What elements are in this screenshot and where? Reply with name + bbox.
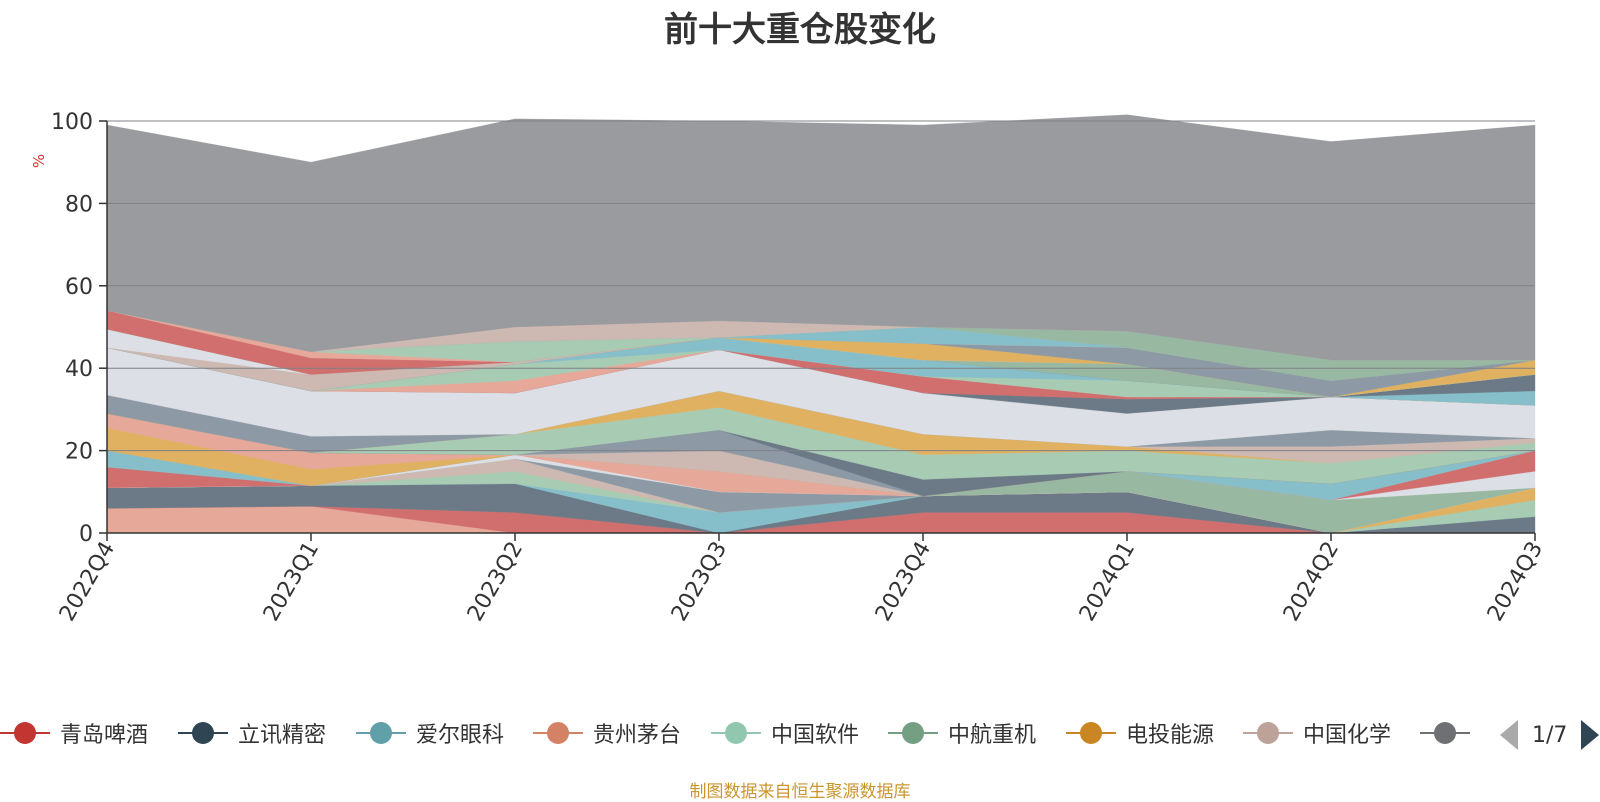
legend-item[interactable]: 电投能源: [1066, 713, 1214, 753]
legend-item[interactable]: 爱尔眼科: [356, 713, 504, 753]
legend-item[interactable]: 立讯精密: [178, 713, 326, 753]
legend-marker-icon: [1420, 718, 1470, 748]
y-axis-label: %: [30, 154, 48, 168]
x-tick-label: 2024Q3: [1483, 538, 1548, 626]
x-tick-label: 2023Q4: [871, 538, 936, 626]
area-series-44: [106, 114, 1536, 361]
legend-label: 电投能源: [1126, 723, 1215, 748]
legend-label: 中国软件: [771, 723, 860, 748]
legend-item[interactable]: 三: [1420, 713, 1478, 753]
legend-marker-icon: [356, 718, 406, 748]
y-tick-label: 60: [65, 275, 93, 300]
source-note: 制图数据来自恒生聚源数据库: [689, 782, 911, 802]
legend-label: 爱尔眼科: [416, 723, 505, 748]
legend-marker-icon: [1243, 718, 1293, 748]
y-tick-label: 20: [65, 440, 93, 465]
legend-marker-icon: [533, 718, 583, 748]
legend-pager: 1/7: [1500, 718, 1600, 752]
legend-item[interactable]: 中国软件: [711, 713, 859, 753]
stacked-area-chart: 0 20 40 60 80 100 2022Q4 2023Q1 2023Q2 2023Q3 2023…: [30, 110, 1548, 626]
legend-page-indicator: 1/7: [1532, 722, 1568, 748]
chart-title: 前十大重仓股变化: [664, 10, 936, 50]
legend-next-page-button[interactable]: [1581, 720, 1600, 750]
legend-item[interactable]: 青岛啤酒: [0, 713, 148, 753]
legend-label: 中国化学: [1303, 723, 1392, 748]
y-tick-label: 80: [65, 192, 93, 217]
legend: 青岛啤酒 立讯精密 爱尔眼科 贵州茅台 中国软件 中航重机 电投能源 中国化学 三: [0, 713, 1478, 753]
y-tick-label: 0: [79, 522, 93, 547]
legend-marker-icon: [1066, 718, 1116, 748]
legend-label: 贵州茅台: [593, 723, 682, 748]
legend-prev-page-button[interactable]: [1500, 720, 1518, 750]
y-tick-label: 100: [51, 110, 93, 135]
x-tick-label: 2024Q1: [1075, 538, 1140, 626]
legend-label: 中航重机: [948, 723, 1037, 748]
axes: [99, 120, 1536, 541]
legend-item[interactable]: 中航重机: [888, 713, 1036, 753]
x-tick-label: 2023Q1: [259, 538, 324, 626]
x-tick-label: 2024Q2: [1279, 538, 1344, 626]
legend-marker-icon: [711, 718, 761, 748]
area-layers: [106, 114, 1536, 534]
legend-marker-icon: [178, 718, 228, 748]
legend-item[interactable]: 中国化学: [1243, 713, 1391, 753]
legend-marker-icon: [0, 718, 50, 748]
x-tick-label: 2023Q2: [463, 538, 528, 626]
grid-lines: [107, 120, 1535, 452]
x-tick-label: 2022Q4: [55, 538, 120, 626]
legend-label: 立讯精密: [238, 723, 327, 748]
x-tick-label: 2023Q3: [667, 538, 732, 626]
legend-marker-icon: [888, 718, 938, 748]
legend-item[interactable]: 贵州茅台: [533, 713, 681, 753]
y-tick-label: 40: [65, 357, 93, 382]
legend-label: 青岛啤酒: [60, 723, 149, 748]
